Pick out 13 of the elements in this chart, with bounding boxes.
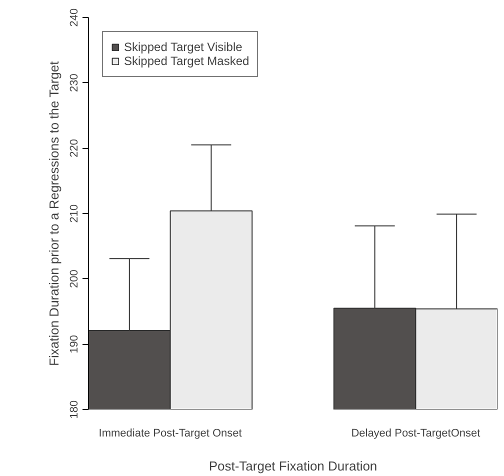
- legend-label: Skipped Target Masked: [124, 54, 250, 68]
- y-tick-label: 210: [68, 204, 80, 223]
- y-tick-label: 190: [68, 334, 80, 354]
- y-tick-label: 220: [68, 138, 80, 158]
- y-tick-label: 200: [68, 270, 80, 288]
- y-tick-label: 230: [68, 74, 80, 92]
- x-axis-title: Post-Target Fixation Duration: [208, 458, 378, 474]
- legend-label: Skipped Target Visible: [124, 40, 242, 54]
- y-tick-label: 180: [68, 400, 80, 419]
- y-axis-title: Fixation Duration prior to a Regressions to the Target: [46, 60, 62, 366]
- x-tick-label: Immediate Post-Target Onset: [98, 428, 242, 440]
- x-tick-label: Delayed Post-TargetOnset: [351, 428, 480, 440]
- y-tick-label: 240: [68, 8, 80, 27]
